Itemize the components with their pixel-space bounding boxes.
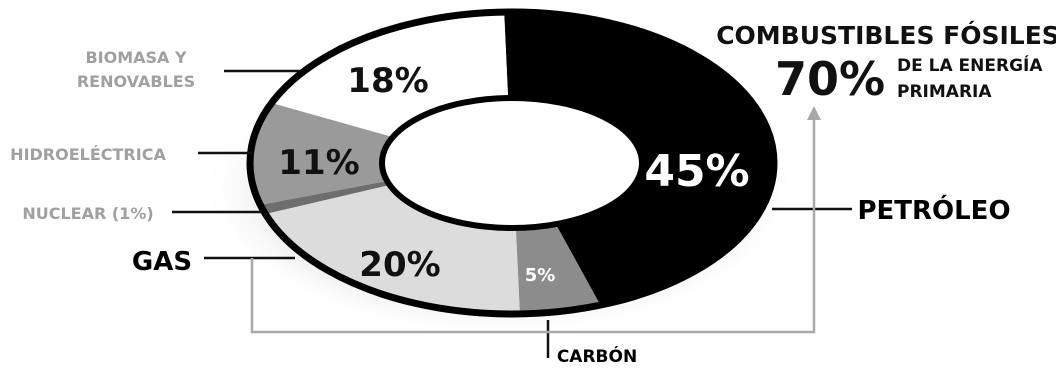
label-gas: GAS <box>132 247 192 277</box>
label-biomasa-2: RENOVABLES <box>77 72 195 91</box>
slice-nuclear-1 <box>260 181 390 214</box>
leader-lines <box>172 69 852 358</box>
fossil-value: 70% <box>775 52 885 106</box>
slice-gas <box>265 184 520 314</box>
label-carbon: CARBÓN <box>557 345 637 367</box>
label-hidro: HIDROELÉCTRICA <box>10 145 166 164</box>
bracket-arrow-icon <box>807 106 821 120</box>
fossil-subtitle-2: PRIMARIA <box>897 82 992 102</box>
slice-label-hidro: 11% <box>278 143 359 183</box>
label-nuclear: NUCLEAR (1%) <box>22 204 153 223</box>
slice-label-petroleo: 45% <box>644 146 749 197</box>
fossil-bracket <box>250 118 816 334</box>
label-biomasa-1: BIOMASA Y <box>85 48 187 67</box>
slice-label-biomasa: 18% <box>347 61 428 101</box>
donut-inner-hole <box>379 95 645 231</box>
donut-outer-outline <box>246 8 778 318</box>
slice-carbón <box>515 224 601 314</box>
slice-label-carbon: 5% <box>525 265 556 286</box>
fossil-subtitle-1: DE LA ENERGÍA <box>897 54 1043 76</box>
slice-hidroeléctrica <box>249 102 393 205</box>
slice-label-gas: 20% <box>359 245 440 285</box>
fossil-title: COMBUSTIBLES FÓSILES <box>716 20 1056 50</box>
label-petroleo: PETRÓLEO <box>857 194 1010 226</box>
slice-petróleo <box>504 12 774 306</box>
